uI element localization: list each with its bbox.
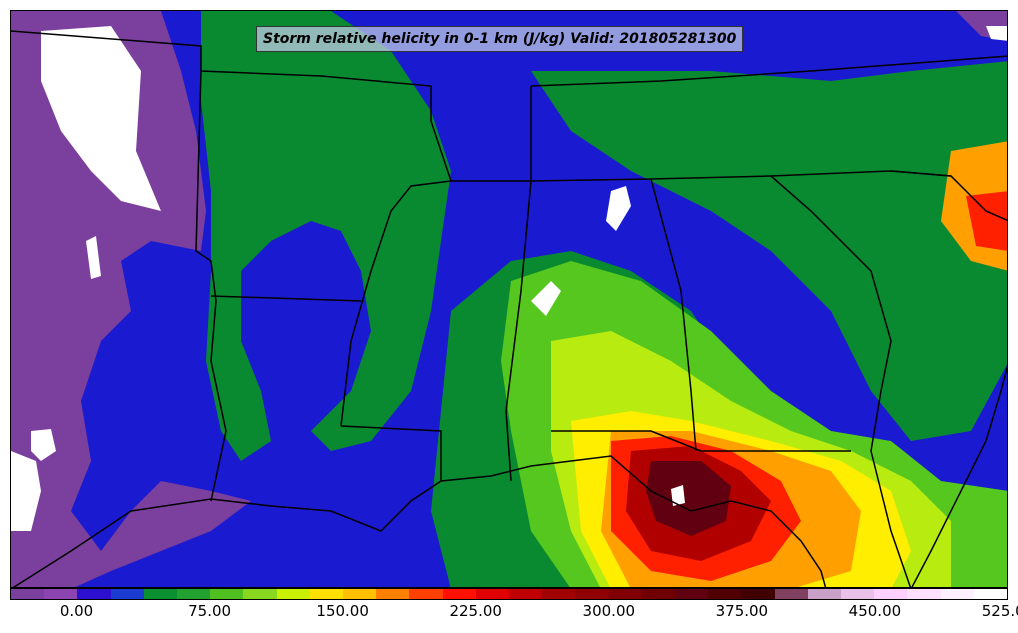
colorbar-tick-label: 75.00 — [188, 602, 232, 620]
colorbar-segment — [741, 589, 775, 599]
field-white-west-3 — [31, 429, 56, 461]
colorbar-segment — [874, 589, 908, 599]
field-white-blob-4 — [986, 26, 1007, 41]
coastline — [911, 365, 1007, 587]
colorbar-segment — [575, 589, 609, 599]
colorbar-tick-label: 225.00 — [449, 602, 502, 620]
colorbar-segment — [309, 589, 344, 599]
colorbar-segment — [774, 589, 808, 599]
colorbar-segment — [509, 589, 543, 599]
colorbar-tick-label: 150.00 — [316, 602, 369, 620]
colorbar-tick-label: 450.00 — [848, 602, 902, 620]
colorbar-segment — [376, 589, 410, 599]
colorbar-tick-label: 300.00 — [582, 602, 636, 620]
boundary-line — [340, 425, 442, 481]
boundary-line — [195, 70, 227, 502]
colorbar-segment — [708, 589, 742, 599]
boundary-line — [505, 180, 532, 482]
colorbar-segment — [243, 589, 277, 599]
colorbar-segment — [841, 589, 875, 599]
coastline — [570, 455, 827, 587]
field-white-west-1 — [41, 26, 161, 211]
colorbar-segment — [973, 589, 1008, 599]
colorbar-tick-label: 0.00 — [59, 602, 94, 620]
boundary-line — [530, 55, 1007, 87]
colorbar-segment — [143, 589, 178, 599]
field-white-blob-2 — [606, 186, 631, 231]
colorbar-segment — [807, 589, 842, 599]
colorbar-ticks: 0.00 75.00 150.00 225.00 300.00 375.00 450.00 5… — [10, 602, 1018, 624]
coastline — [12, 460, 572, 587]
helicity-map — [11, 11, 1007, 587]
boundary-line — [210, 295, 362, 302]
map-frame: Storm relative helicity in 0-1 km (J/kg)… — [10, 10, 1008, 588]
boundary-line — [650, 178, 697, 452]
colorbar-segment — [276, 589, 310, 599]
colorbar-segment — [77, 589, 111, 599]
colorbar-segment — [177, 589, 211, 599]
colorbar-segment — [44, 589, 78, 599]
boundary-line — [11, 30, 432, 121]
boundary-line — [870, 450, 912, 587]
field-purple-west — [11, 11, 251, 587]
colorbar-segment — [542, 589, 576, 599]
colorbar-segment — [442, 589, 476, 599]
state-boundaries — [11, 30, 1007, 587]
field-hotspot-northeast-core — [966, 191, 1007, 251]
map-title: Storm relative helicity in 0-1 km (J/kg)… — [256, 26, 744, 52]
colorbar-segment — [11, 589, 45, 599]
colorbar-segment — [343, 589, 377, 599]
field-green-northeast — [531, 61, 1007, 441]
colorbar — [10, 588, 1008, 600]
colorbar-segment — [475, 589, 510, 599]
colorbar-tick-label: 375.00 — [715, 602, 769, 620]
colorbar-segment — [110, 589, 144, 599]
colorbar-segment — [641, 589, 676, 599]
colorbar-segment — [675, 589, 709, 599]
colorbar-segment — [409, 589, 443, 599]
field-white-west-2 — [86, 236, 101, 279]
boundary-line — [551, 430, 851, 452]
colorbar-segment — [608, 589, 642, 599]
boundary-line — [890, 170, 1007, 221]
colorbar-segment — [940, 589, 974, 599]
boundary-line — [770, 175, 892, 452]
field-white-west-4 — [11, 451, 41, 531]
field-white-blob-1 — [531, 281, 561, 316]
colorbar-segment — [907, 589, 941, 599]
field-green-central — [201, 11, 451, 461]
colorbar-tick-label: 525.00 — [981, 602, 1018, 620]
field-white-blob-3 — [671, 485, 685, 506]
field-maroon-core — [646, 461, 731, 536]
colorbar-segment — [210, 589, 244, 599]
